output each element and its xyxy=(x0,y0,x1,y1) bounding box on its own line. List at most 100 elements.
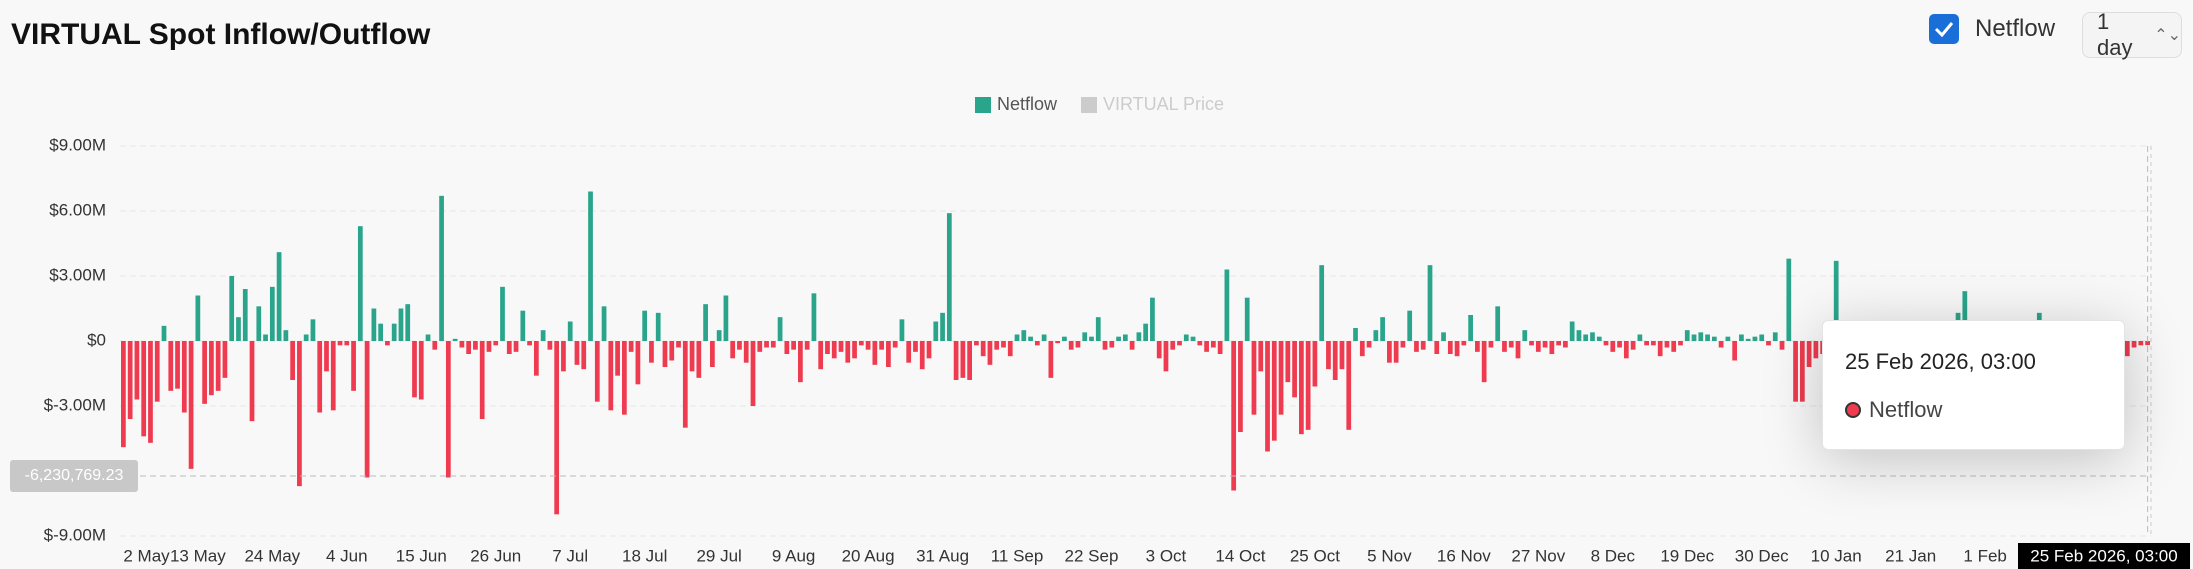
bar xyxy=(1122,334,1128,341)
bar xyxy=(256,306,262,341)
bar xyxy=(141,341,147,437)
bar xyxy=(1705,334,1710,341)
bar xyxy=(2145,341,2150,346)
x-tick-label: 31 Aug xyxy=(916,546,969,565)
bar xyxy=(1001,341,1006,348)
bar xyxy=(297,341,302,487)
x-tick-label: 25 Oct xyxy=(1290,546,1340,565)
chart-title: VIRTUAL Spot Inflow/Outflow xyxy=(11,18,431,51)
bar xyxy=(209,341,214,396)
bar xyxy=(222,341,228,378)
bar xyxy=(1041,334,1047,341)
bar xyxy=(1569,321,1575,341)
bar xyxy=(364,341,370,478)
bar xyxy=(1502,341,1507,352)
bar xyxy=(357,226,363,341)
bar xyxy=(2131,341,2137,348)
bar xyxy=(391,323,397,341)
bar xyxy=(378,323,384,341)
crosshair-y-label-bg xyxy=(10,460,138,492)
interval-select[interactable]: 1 day ⌃⌄ xyxy=(2082,9,2182,60)
bar xyxy=(770,341,776,348)
bar xyxy=(1319,265,1325,341)
bar xyxy=(872,341,878,365)
bar xyxy=(1353,328,1358,341)
x-tick-label: 11 Sep xyxy=(991,546,1044,565)
bar xyxy=(195,295,201,341)
bar xyxy=(1109,341,1115,348)
bar xyxy=(533,341,539,376)
bar xyxy=(946,213,952,341)
bar xyxy=(858,341,864,346)
netflow-toggle[interactable]: Netflow xyxy=(1929,14,2055,44)
bar xyxy=(148,341,153,443)
bar xyxy=(486,341,492,352)
x-tick-label: 4 Jun xyxy=(326,546,368,565)
bar xyxy=(662,341,668,367)
x-tick-label: 14 Oct xyxy=(1215,546,1265,565)
bar xyxy=(432,341,438,350)
bar xyxy=(493,341,499,346)
bar xyxy=(574,341,580,365)
bar xyxy=(168,341,174,391)
bar xyxy=(1007,341,1013,357)
bar xyxy=(879,341,884,350)
bar xyxy=(1292,341,1297,398)
bar xyxy=(703,304,708,341)
bar xyxy=(1461,341,1467,346)
bar xyxy=(1711,336,1717,341)
bar xyxy=(845,341,851,363)
bar xyxy=(730,341,736,359)
bar xyxy=(276,252,282,341)
y-tick-label: $-3.00M xyxy=(44,395,106,414)
bar xyxy=(784,341,790,354)
bar xyxy=(215,341,221,391)
x-tick-label: 19 Dec xyxy=(1660,546,1714,565)
bar xyxy=(1678,341,1683,346)
bar xyxy=(1637,334,1643,341)
bar xyxy=(527,341,532,346)
x-tick-label: 10 Jan xyxy=(1811,546,1862,565)
check-icon xyxy=(1934,22,1954,38)
bar xyxy=(1522,330,1528,341)
bar xyxy=(269,286,275,341)
bar xyxy=(1285,341,1291,383)
bar xyxy=(418,341,424,400)
bar xyxy=(1129,341,1135,350)
bar xyxy=(344,341,350,346)
bar xyxy=(1102,341,1108,350)
bar xyxy=(1414,341,1419,352)
bar xyxy=(1813,341,1819,359)
bar xyxy=(1535,341,1541,352)
bar xyxy=(1684,330,1690,341)
bar xyxy=(1563,341,1568,348)
bar xyxy=(852,341,857,359)
bar xyxy=(405,304,411,341)
select-arrows: ⌃⌄ xyxy=(2154,27,2181,44)
bar xyxy=(1028,336,1033,341)
x-tick-label: 2 May xyxy=(123,546,170,565)
x-tick-label: 16 Nov xyxy=(1437,546,1491,565)
bar xyxy=(940,312,945,341)
bar xyxy=(1630,341,1636,350)
bar xyxy=(1549,341,1555,354)
x-tick-label: 30 Dec xyxy=(1735,546,1789,565)
bar xyxy=(1806,341,1812,367)
bar xyxy=(303,334,309,341)
bar xyxy=(1779,341,1785,350)
bar xyxy=(452,338,458,341)
bar xyxy=(175,341,180,389)
bar xyxy=(615,341,620,376)
bar xyxy=(926,341,932,359)
bar xyxy=(1062,336,1067,341)
x-tick-label: 26 Jun xyxy=(470,546,521,565)
bar xyxy=(953,341,959,380)
bar xyxy=(1380,317,1385,341)
bar xyxy=(1089,336,1094,341)
checkbox[interactable] xyxy=(1929,14,1959,44)
bar xyxy=(1799,341,1805,402)
bar xyxy=(723,295,729,341)
bar xyxy=(1312,341,1318,387)
y-tick-label: $-9.00M xyxy=(44,525,106,544)
bar xyxy=(1034,341,1040,346)
